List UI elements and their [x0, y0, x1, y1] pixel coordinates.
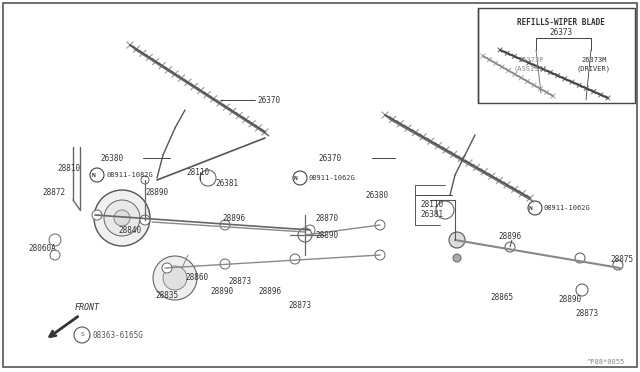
Circle shape: [92, 210, 102, 220]
Text: (ASSIST): (ASSIST): [514, 66, 548, 72]
Text: 28872: 28872: [42, 187, 65, 196]
Circle shape: [293, 171, 307, 185]
Text: 28896: 28896: [498, 231, 521, 241]
Text: N: N: [294, 176, 298, 180]
Text: 28873: 28873: [575, 308, 598, 317]
Bar: [478, 8, 635, 103]
Circle shape: [452, 235, 462, 245]
Circle shape: [140, 215, 150, 225]
Text: 26370: 26370: [318, 154, 341, 163]
Text: 26373P: 26373P: [518, 57, 544, 63]
Text: 28865: 28865: [490, 294, 513, 302]
Circle shape: [162, 263, 172, 273]
Circle shape: [94, 190, 150, 246]
Text: 26380: 26380: [365, 190, 388, 199]
Circle shape: [453, 254, 461, 262]
Text: 28873: 28873: [228, 278, 251, 286]
Text: 28110: 28110: [186, 167, 209, 176]
Text: S: S: [80, 333, 84, 337]
Text: 28870: 28870: [315, 214, 338, 222]
Text: 28110: 28110: [420, 199, 443, 208]
Text: (DRIVER): (DRIVER): [577, 66, 611, 72]
Text: N: N: [529, 205, 533, 211]
Text: 28840: 28840: [118, 225, 141, 234]
Text: 08911-1082G: 08911-1082G: [106, 172, 153, 178]
Circle shape: [575, 253, 585, 263]
Text: 28896: 28896: [258, 288, 281, 296]
Text: 26370: 26370: [257, 96, 280, 105]
Circle shape: [290, 254, 300, 264]
Text: REFILLS-WIPER BLADE: REFILLS-WIPER BLADE: [517, 17, 605, 26]
Circle shape: [49, 234, 61, 246]
Circle shape: [74, 327, 90, 343]
Text: 28890: 28890: [558, 295, 581, 305]
Text: 26381: 26381: [215, 179, 238, 187]
Text: 28890: 28890: [315, 231, 338, 240]
Circle shape: [375, 250, 385, 260]
Text: 28890: 28890: [145, 187, 168, 196]
Text: 28860: 28860: [185, 273, 208, 282]
Circle shape: [505, 242, 515, 252]
Circle shape: [104, 200, 140, 236]
Circle shape: [298, 228, 312, 242]
Circle shape: [141, 176, 149, 184]
Text: ^P88*0055: ^P88*0055: [587, 359, 625, 365]
Circle shape: [163, 266, 187, 290]
Text: 28060A: 28060A: [28, 244, 56, 253]
Text: 28810: 28810: [57, 164, 80, 173]
Circle shape: [436, 201, 454, 219]
Text: 08911-1062G: 08911-1062G: [309, 175, 356, 181]
Text: 08363-6165G: 08363-6165G: [92, 330, 143, 340]
Circle shape: [153, 256, 197, 300]
Text: 28875: 28875: [610, 256, 633, 264]
Text: 28890: 28890: [210, 288, 233, 296]
Text: N: N: [91, 173, 95, 177]
Circle shape: [613, 260, 623, 270]
Circle shape: [200, 170, 216, 186]
Circle shape: [528, 201, 542, 215]
Circle shape: [220, 220, 230, 230]
Circle shape: [50, 250, 60, 260]
Circle shape: [375, 220, 385, 230]
Circle shape: [305, 225, 315, 235]
Text: 28835: 28835: [155, 291, 178, 299]
Circle shape: [90, 168, 104, 182]
Text: FRONT: FRONT: [75, 303, 100, 312]
Circle shape: [576, 284, 588, 296]
Text: 28896: 28896: [222, 214, 245, 222]
Text: 26373M: 26373M: [581, 57, 607, 63]
Text: 08911-1062G: 08911-1062G: [544, 205, 591, 211]
Circle shape: [220, 259, 230, 269]
Text: 26373: 26373: [549, 28, 573, 36]
Text: 28873: 28873: [288, 301, 311, 310]
Text: 26380: 26380: [100, 154, 123, 163]
Text: 26381: 26381: [420, 209, 443, 218]
Circle shape: [449, 232, 465, 248]
Circle shape: [114, 210, 130, 226]
